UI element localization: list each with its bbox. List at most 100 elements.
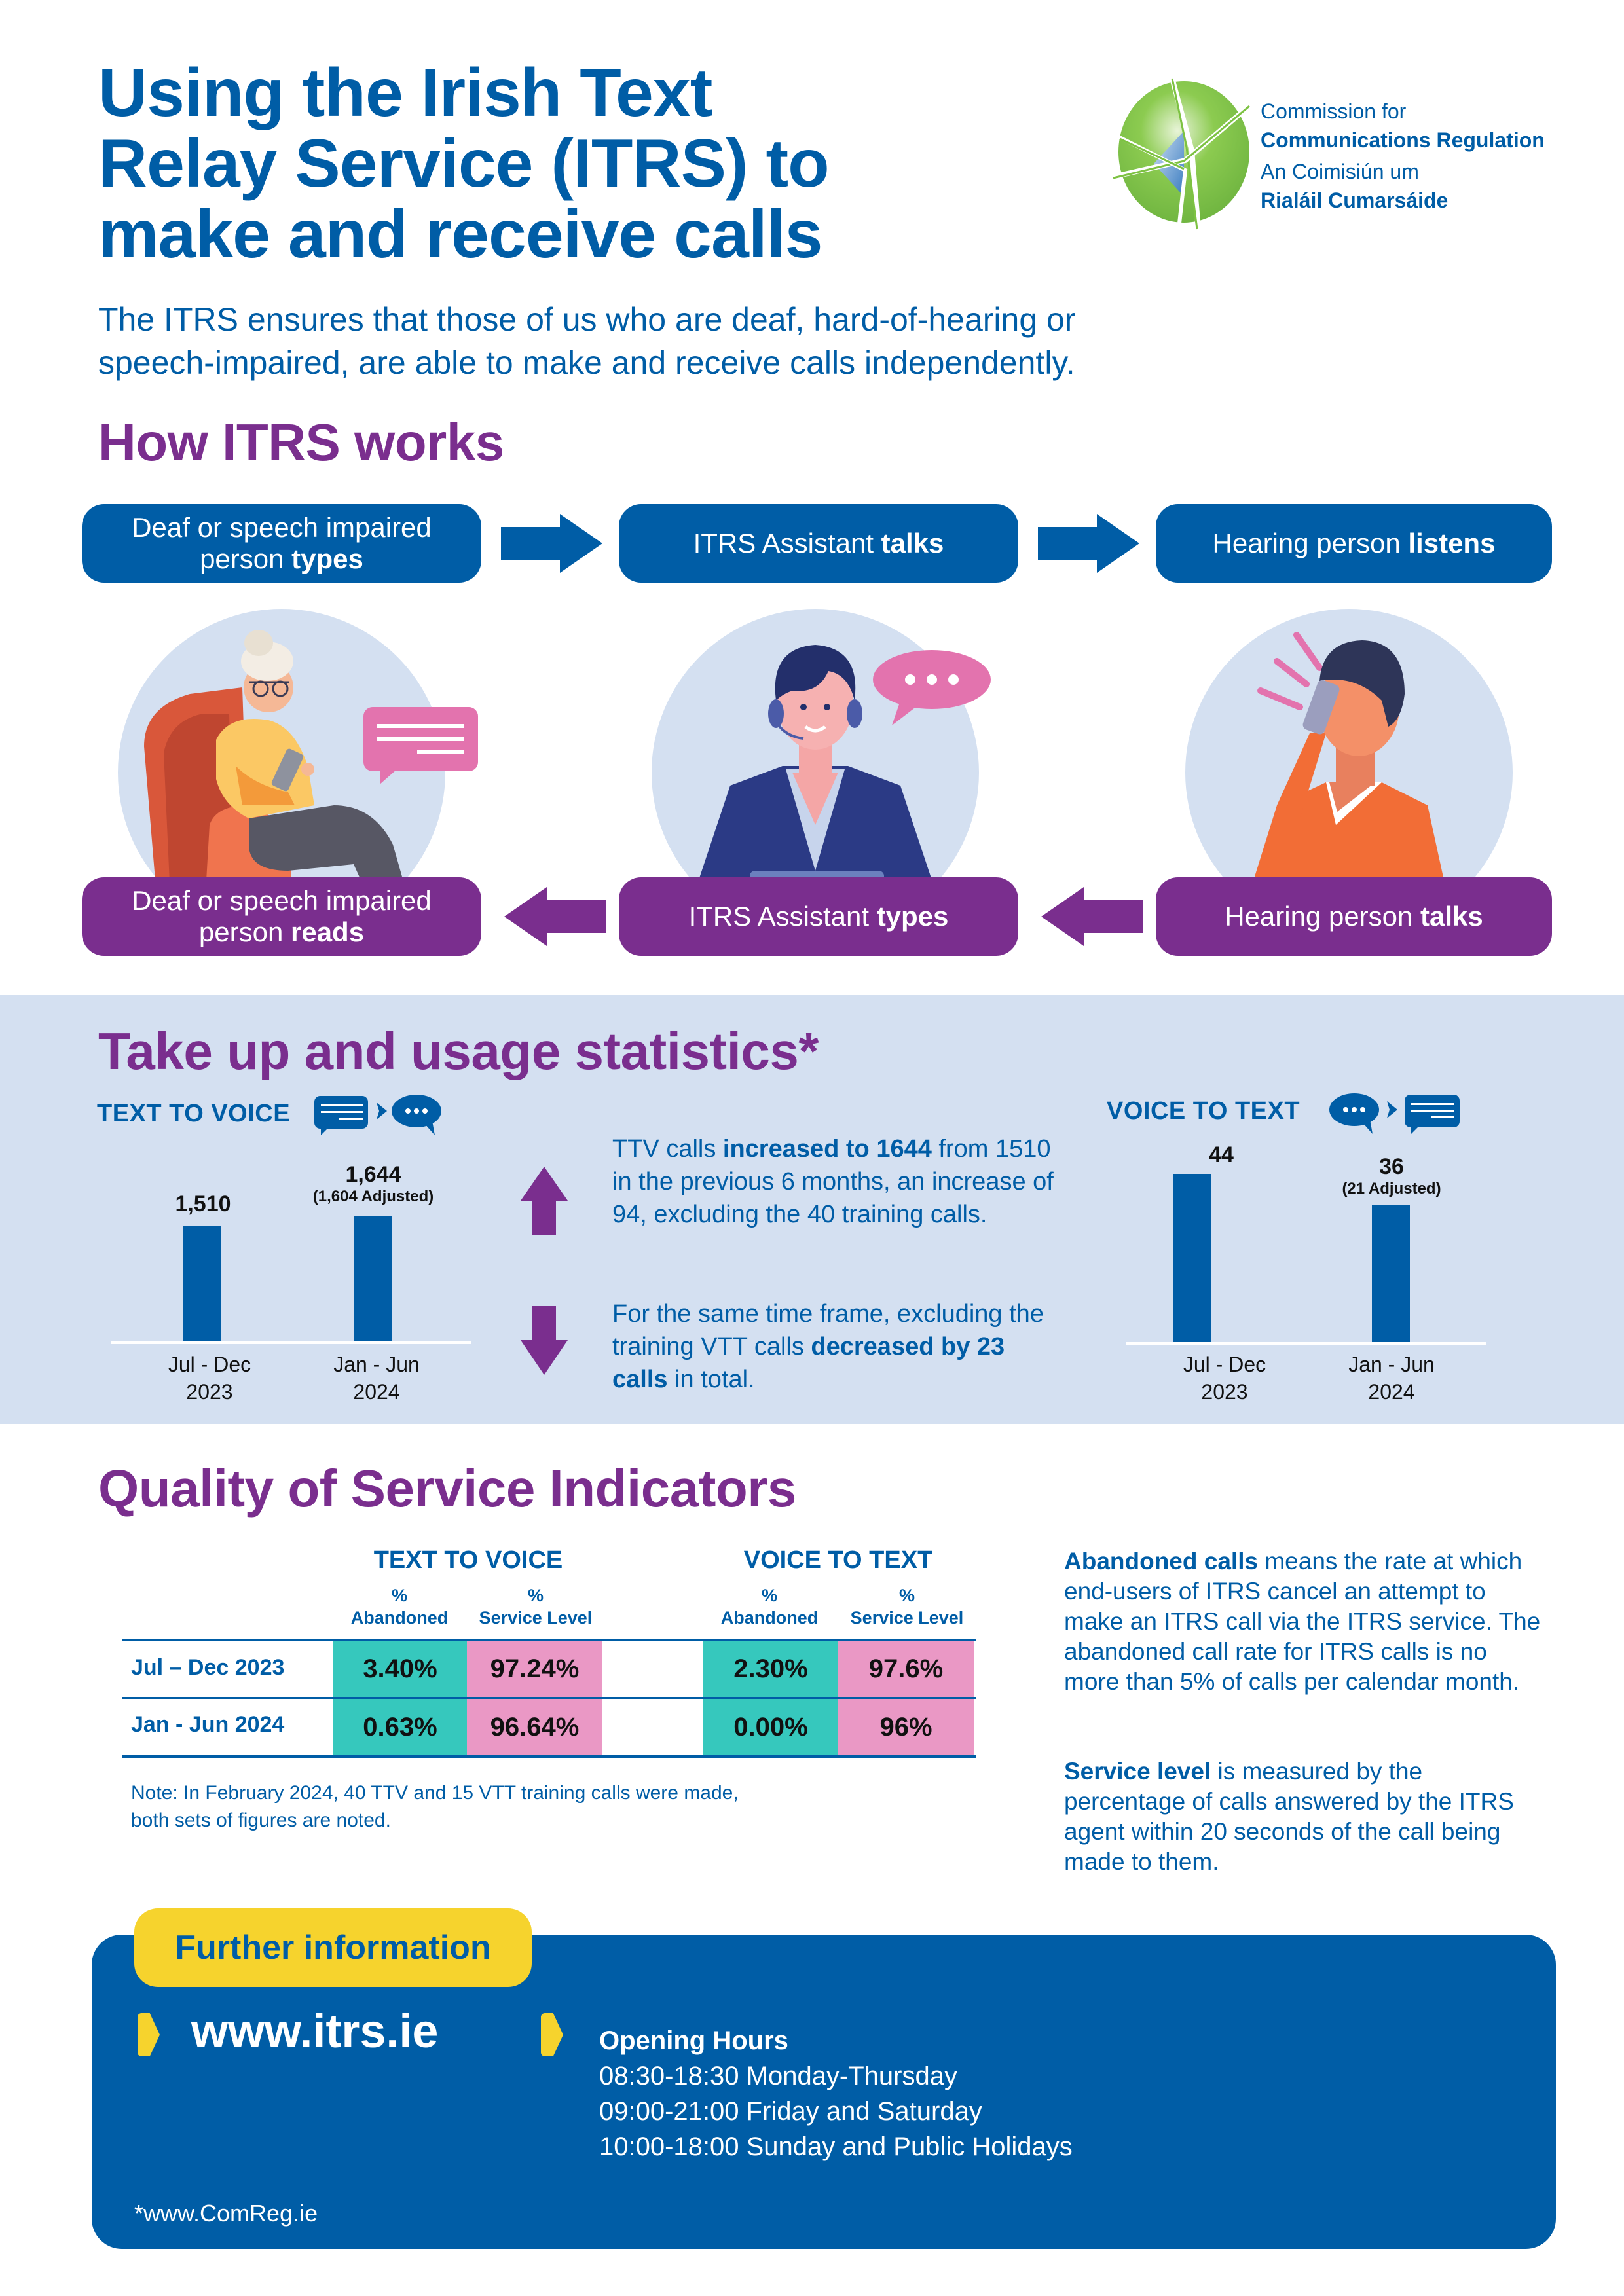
decrease-text-bold: decreased by 23 calls xyxy=(612,1333,1005,1393)
table-row-rule xyxy=(122,1697,976,1699)
step-text: person xyxy=(198,917,291,947)
ttv-bar-jan-jun-2024 xyxy=(354,1216,392,1341)
definition-term: Service level xyxy=(1064,1758,1211,1785)
qos-vtt-abandoned-2024: 0.00% xyxy=(703,1699,838,1755)
logo-line-3: An Coimisiún um xyxy=(1261,160,1419,183)
vtt-x-label-2: Jan - Jun 2024 xyxy=(1323,1351,1460,1406)
step-text: Hearing person xyxy=(1225,901,1421,932)
opening-hours: Opening Hours 08:30-18:30 Monday-Thursda… xyxy=(599,2023,1073,2164)
step-text-bold: talks xyxy=(1420,901,1483,932)
qos-vtt-service-2023: 97.6% xyxy=(838,1641,974,1697)
hours-line: 08:30-18:30 Monday-Thursday xyxy=(599,2062,957,2090)
x-label-line: Jul - Dec xyxy=(1183,1353,1266,1376)
step-text: ITRS Assistant xyxy=(693,528,881,558)
vtt-bar-2-count: 36 xyxy=(1379,1154,1404,1179)
step-text: person xyxy=(200,543,292,574)
vtt-bar-1-value: 44 xyxy=(1209,1142,1234,1167)
table-bottom-rule xyxy=(122,1755,976,1758)
decrease-text: For the same time frame, excluding the t… xyxy=(612,1300,1044,1360)
increase-text: TTV calls xyxy=(612,1135,723,1163)
col-label: Abandoned xyxy=(720,1608,819,1628)
ttv-x-label-2: Jan - Jun 2024 xyxy=(308,1351,445,1406)
step-text: Hearing person xyxy=(1212,528,1409,558)
vtt-bar-jul-dec-2023 xyxy=(1173,1174,1211,1343)
step-hearing-listens: Hearing person listens xyxy=(1156,504,1552,583)
qos-row-2-label: Jan - Jun 2024 xyxy=(131,1712,285,1737)
increase-text-bold: increased to 1644 xyxy=(722,1135,932,1163)
increase-text: from 1510 in the previous 6 months, an i… xyxy=(612,1135,1054,1228)
vtt-x-label-1: Jul - Dec 2023 xyxy=(1159,1351,1290,1406)
step-text: Deaf or speech impaired xyxy=(132,512,432,543)
qos-group-ttv: TEXT TO VOICE xyxy=(373,1546,563,1574)
how-it-works-heading: How ITRS works xyxy=(98,413,504,471)
note-line: both sets of figures are noted. xyxy=(131,1810,391,1831)
page-title: Using the Irish Text Relay Service (ITRS… xyxy=(98,58,1015,270)
step-person-types: Deaf or speech impaired person types xyxy=(82,504,481,583)
step-hearing-talks: Hearing person talks xyxy=(1156,877,1552,956)
usage-statistics-section xyxy=(0,995,1624,1424)
step-text-bold: listens xyxy=(1408,528,1496,558)
increase-description: TTV calls increased to 1644 from 1510 in… xyxy=(612,1133,1058,1231)
vtt-bar-2-adjusted: (21 Adjusted) xyxy=(1342,1180,1441,1197)
hours-line: 10:00-18:00 Sunday and Public Holidays xyxy=(599,2132,1073,2161)
ttv-bar-2-count: 1,644 xyxy=(345,1162,401,1187)
col-pct: % xyxy=(391,1586,407,1605)
qos-vtt-abandoned-2023: 2.30% xyxy=(703,1641,838,1697)
title-line-1: Using the Irish Text xyxy=(98,55,712,131)
step-text-bold: talks xyxy=(881,528,944,558)
step-text-bold: types xyxy=(291,543,363,574)
comreg-footnote-link[interactable]: *www.ComReg.ie xyxy=(134,2200,318,2227)
service-level-definition: Service level is measured by the percent… xyxy=(1064,1757,1542,1877)
training-calls-note: Note: In February 2024, 40 TTV and 15 VT… xyxy=(131,1779,982,1834)
logo-line-4: Rialáil Cumarsáide xyxy=(1261,189,1449,212)
opening-hours-title: Opening Hours xyxy=(599,2026,788,2055)
text-message-bubble-icon xyxy=(363,707,478,784)
logo-line-1: Commission for xyxy=(1261,100,1407,123)
qos-col-ttv-service: % Service Level xyxy=(467,1584,604,1629)
ttv-bar-2-value: 1,644 (1,604 Adjusted) xyxy=(288,1162,458,1206)
note-line: Note: In February 2024, 40 TTV and 15 VT… xyxy=(131,1782,739,1804)
ttv-bar-2-adjusted: (1,604 Adjusted) xyxy=(312,1188,434,1205)
itrs-website-link[interactable]: www.itrs.ie xyxy=(191,2005,439,2058)
table-top-rule xyxy=(122,1639,976,1641)
decrease-arrow-icon xyxy=(521,1306,568,1375)
further-information-tab: Further information xyxy=(134,1908,532,1987)
qos-ttv-abandoned-2024: 0.63% xyxy=(333,1699,467,1755)
col-pct: % xyxy=(898,1586,915,1605)
qos-col-vtt-abandoned: % Abandoned xyxy=(704,1584,835,1629)
comreg-logo-text: Commission for Communications Regulation… xyxy=(1261,97,1545,215)
qos-col-ttv-abandoned: % Abandoned xyxy=(334,1584,465,1629)
ttv-chart-label: TEXT TO VOICE xyxy=(97,1100,291,1127)
x-label-line: Jan - Jun xyxy=(1348,1353,1435,1376)
x-label-line: Jul - Dec xyxy=(168,1353,251,1376)
col-pct: % xyxy=(761,1586,777,1605)
arrow-left-icon xyxy=(504,887,606,946)
step-text: Deaf or speech impaired xyxy=(132,885,432,916)
step-assistant-talks: ITRS Assistant talks xyxy=(619,504,1018,583)
further-information-panel xyxy=(92,1935,1556,2249)
qos-col-vtt-service: % Service Level xyxy=(838,1584,976,1629)
intro-line-1: The ITRS ensures that those of us who ar… xyxy=(98,301,1076,338)
speech-bubble-dots-icon xyxy=(873,650,991,725)
col-label: Service Level xyxy=(850,1608,964,1628)
x-label-line: 2024 xyxy=(1368,1380,1415,1404)
arrow-right-icon xyxy=(501,514,602,573)
qos-group-vtt: VOICE TO TEXT xyxy=(743,1546,933,1574)
comreg-logo: Commission for Communications Regulation… xyxy=(1100,65,1585,236)
hours-line: 09:00-21:00 Friday and Saturday xyxy=(599,2097,982,2126)
quality-heading: Quality of Service Indicators xyxy=(98,1459,796,1518)
text-to-voice-icon xyxy=(314,1095,441,1135)
increase-arrow-icon xyxy=(521,1167,568,1235)
decrease-text: in total. xyxy=(667,1366,755,1393)
x-label-line: 2023 xyxy=(186,1380,233,1404)
definition-text: is measured by the percentage of calls a… xyxy=(1064,1758,1514,1875)
abandoned-calls-definition: Abandoned calls means the rate at which … xyxy=(1064,1546,1542,1697)
voice-to-text-icon xyxy=(1329,1093,1460,1134)
arrow-right-icon xyxy=(1038,514,1139,573)
col-pct: % xyxy=(527,1586,544,1605)
title-line-2: Relay Service (ITRS) to xyxy=(98,126,830,202)
comreg-logo-mark-icon xyxy=(1113,77,1253,230)
vtt-chart-label: VOICE TO TEXT xyxy=(1107,1097,1301,1125)
qos-ttv-service-2024: 96.64% xyxy=(467,1699,602,1755)
x-label-line: 2023 xyxy=(1201,1380,1248,1404)
